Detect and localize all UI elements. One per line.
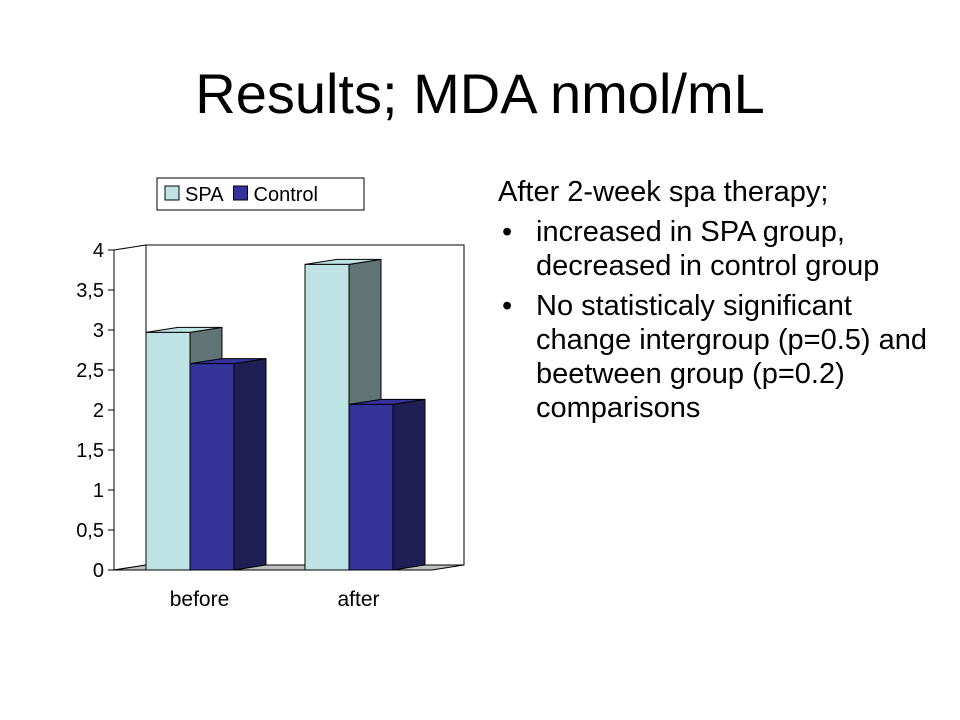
bar-spa-after <box>304 263 350 571</box>
chart-canvas: 0 0,5 1 1,5 2 2,5 3 3,5 4 before after SPA Control <box>76 177 465 611</box>
bullet-icon: • <box>502 290 513 322</box>
legend-swatch-control <box>233 185 248 201</box>
y-tick-label: 1 <box>93 480 104 502</box>
bar-control-before <box>189 363 235 571</box>
legend-label-control: Control <box>254 184 318 206</box>
results-text: After 2-week spa therapy; • increased in… <box>496 175 936 431</box>
y-tick-label: 3,5 <box>76 280 104 302</box>
y-tick-label: 1,5 <box>76 440 104 462</box>
bullet-list: • increased in SPA group, decreased in c… <box>496 215 936 425</box>
bullet-item-2: • No statisticaly significant change int… <box>496 289 936 425</box>
y-tick-label: 2 <box>93 400 104 422</box>
bullet-text-2: No statisticaly significant change inter… <box>536 290 927 424</box>
bullet-text-1: increased in SPA group, decreased in con… <box>536 216 880 282</box>
bar-control-after <box>348 403 394 571</box>
chart-side-wall <box>113 244 147 571</box>
legend-box <box>156 177 365 211</box>
legend-swatch-spa <box>164 185 180 201</box>
x-label-before: before <box>170 588 230 611</box>
x-label-after: after <box>337 588 379 611</box>
y-tick-label: 2,5 <box>76 360 104 382</box>
legend-label-spa: SPA <box>185 184 224 206</box>
y-tick-label: 0 <box>93 560 104 582</box>
bullet-item-1: • increased in SPA group, decreased in c… <box>496 215 936 283</box>
y-tick-label: 3 <box>93 320 104 342</box>
slide-title: Results; MDA nmol/mL <box>195 62 765 125</box>
bar-control-before-side <box>233 358 267 571</box>
y-tick-label: 0,5 <box>76 520 104 542</box>
intro-text: After 2-week spa therapy; <box>498 176 829 208</box>
bar-spa-before <box>145 331 191 571</box>
bullet-icon: • <box>502 216 513 248</box>
y-tick-label: 4 <box>93 240 104 262</box>
bar-control-after-side <box>392 398 426 571</box>
bar-chart: 0 0,5 1 1,5 2 2,5 3 3,5 4 before after SPA Control <box>40 160 480 630</box>
